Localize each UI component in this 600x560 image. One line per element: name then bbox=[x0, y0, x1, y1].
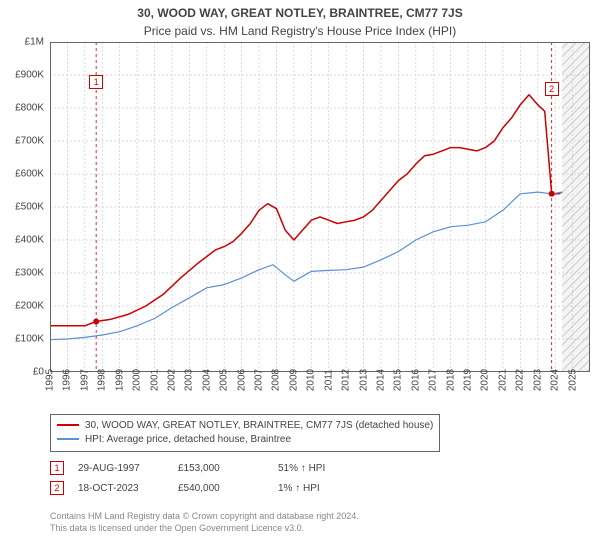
x-tick-label: 1995 bbox=[45, 369, 56, 391]
x-tick-label: 2015 bbox=[393, 369, 404, 391]
transaction-diff: 51% ↑ HPI bbox=[278, 463, 378, 474]
x-tick-label: 2022 bbox=[515, 369, 526, 391]
legend-swatch bbox=[57, 438, 79, 440]
x-tick-label: 1999 bbox=[114, 369, 125, 391]
chart-title: 30, WOOD WAY, GREAT NOTLEY, BRAINTREE, C… bbox=[0, 0, 600, 20]
legend-label: HPI: Average price, detached house, Brai… bbox=[85, 434, 291, 445]
y-tick-label: £600K bbox=[0, 169, 44, 180]
transaction-price: £153,000 bbox=[178, 463, 278, 474]
x-tick-label: 2000 bbox=[132, 369, 143, 391]
x-tick-label: 2009 bbox=[288, 369, 299, 391]
y-tick-label: £0 bbox=[0, 367, 44, 378]
x-tick-label: 2005 bbox=[219, 369, 230, 391]
x-tick-label: 2006 bbox=[236, 369, 247, 391]
y-tick-label: £500K bbox=[0, 202, 44, 213]
attribution-line-2: This data is licensed under the Open Gov… bbox=[50, 522, 359, 534]
transactions-table: 1 29-AUG-1997£153,00051% ↑ HPI 2 18-OCT-202… bbox=[50, 460, 378, 500]
x-tick-label: 2008 bbox=[271, 369, 282, 391]
transaction-diff: 1% ↑ HPI bbox=[278, 483, 378, 494]
chart-marker: 2 bbox=[545, 82, 559, 96]
chart-legend: 30, WOOD WAY, GREAT NOTLEY, BRAINTREE, C… bbox=[50, 414, 440, 452]
x-tick-label: 2004 bbox=[201, 369, 212, 391]
y-tick-label: £100K bbox=[0, 334, 44, 345]
x-tick-label: 2016 bbox=[410, 369, 421, 391]
x-tick-label: 2013 bbox=[358, 369, 369, 391]
x-tick-label: 2001 bbox=[149, 369, 160, 391]
chart-subtitle: Price paid vs. HM Land Registry's House … bbox=[0, 20, 600, 38]
transaction-marker: 1 bbox=[50, 461, 64, 475]
x-tick-label: 2020 bbox=[480, 369, 491, 391]
price-chart bbox=[50, 42, 590, 372]
x-tick-label: 2021 bbox=[497, 369, 508, 391]
attribution-line-1: Contains HM Land Registry data © Crown c… bbox=[50, 510, 359, 522]
y-tick-label: £200K bbox=[0, 301, 44, 312]
legend-swatch bbox=[57, 424, 79, 426]
x-tick-label: 2024 bbox=[550, 369, 561, 391]
x-tick-label: 2012 bbox=[341, 369, 352, 391]
x-tick-label: 2003 bbox=[184, 369, 195, 391]
y-tick-label: £1M bbox=[0, 37, 44, 48]
x-tick-label: 2023 bbox=[532, 369, 543, 391]
legend-label: 30, WOOD WAY, GREAT NOTLEY, BRAINTREE, C… bbox=[85, 420, 433, 431]
transaction-row: 1 29-AUG-1997£153,00051% ↑ HPI bbox=[50, 460, 378, 476]
y-tick-label: £400K bbox=[0, 235, 44, 246]
transaction-price: £540,000 bbox=[178, 483, 278, 494]
x-tick-label: 2025 bbox=[567, 369, 578, 391]
x-tick-label: 1997 bbox=[79, 369, 90, 391]
y-tick-label: £800K bbox=[0, 103, 44, 114]
x-tick-label: 2018 bbox=[445, 369, 456, 391]
x-tick-label: 2002 bbox=[166, 369, 177, 391]
x-tick-label: 2014 bbox=[375, 369, 386, 391]
transaction-date: 29-AUG-1997 bbox=[78, 463, 178, 474]
x-tick-label: 1996 bbox=[62, 369, 73, 391]
attribution-text: Contains HM Land Registry data © Crown c… bbox=[50, 510, 359, 534]
legend-item: 30, WOOD WAY, GREAT NOTLEY, BRAINTREE, C… bbox=[57, 419, 433, 433]
x-tick-label: 2010 bbox=[306, 369, 317, 391]
transaction-row: 2 18-OCT-2023£540,0001% ↑ HPI bbox=[50, 480, 378, 496]
y-tick-label: £300K bbox=[0, 268, 44, 279]
chart-marker: 1 bbox=[89, 75, 103, 89]
y-tick-label: £700K bbox=[0, 136, 44, 147]
transaction-marker: 2 bbox=[50, 481, 64, 495]
x-tick-label: 2019 bbox=[463, 369, 474, 391]
legend-item: HPI: Average price, detached house, Brai… bbox=[57, 433, 433, 447]
x-tick-label: 2017 bbox=[428, 369, 439, 391]
transaction-date: 18-OCT-2023 bbox=[78, 483, 178, 494]
x-tick-label: 2011 bbox=[323, 369, 334, 391]
x-tick-label: 1998 bbox=[97, 369, 108, 391]
y-tick-label: £900K bbox=[0, 70, 44, 81]
x-tick-label: 2007 bbox=[254, 369, 265, 391]
